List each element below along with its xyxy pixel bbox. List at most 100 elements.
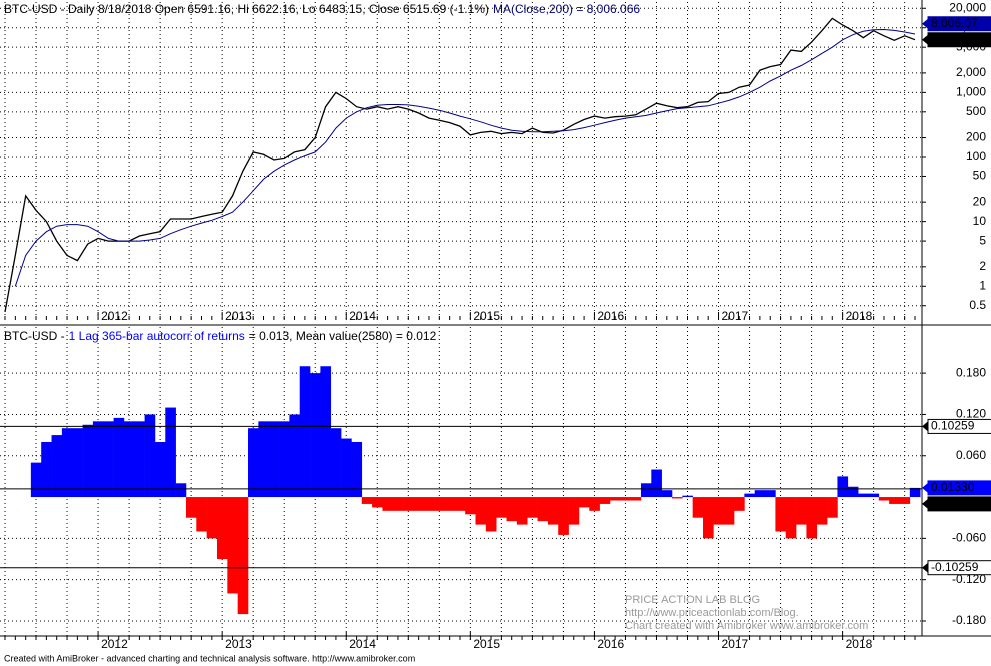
bar [754,490,766,498]
y-tick-label: -0.180 [952,613,986,627]
bar [537,497,549,522]
bar [279,421,290,498]
bar [206,497,218,539]
bar [765,490,776,498]
x-tick-label: 2016 [597,309,624,323]
bar [609,497,621,501]
value-label: 0.01330 [931,480,975,494]
bar [341,438,352,498]
bar [113,417,125,498]
bar [651,469,662,498]
x-tick-label: 2016 [597,637,624,651]
x-tick-label: 2017 [722,309,749,323]
bar [827,497,838,518]
value-label-pointer [922,562,928,573]
bar [806,497,818,539]
y-tick-label: 2 [979,259,986,273]
value-label: -0.10259 [931,560,979,574]
bar [785,497,797,539]
y-tick-label: 1,000 [956,85,986,99]
bar [227,497,238,594]
value-label-pointer [922,498,928,509]
bar [516,497,528,525]
bar [640,483,652,498]
bar [310,373,321,498]
bar [475,497,487,525]
bar [796,497,807,525]
title-value: = 0.013, Mean value(2580) = 0.012 [249,329,437,343]
bar [41,441,52,498]
bar [289,414,301,498]
bar [775,497,787,532]
bar [578,497,590,508]
line-series [4,17,916,313]
y-tick-label: 200 [966,130,986,144]
bar [734,497,745,511]
bar [465,497,476,515]
x-tick-label: 2018 [846,309,873,323]
y-tick-label: 500 [966,104,986,118]
bar [92,421,104,498]
bar [723,497,735,525]
bar [372,497,383,508]
y-tick-label: 5 [979,233,986,247]
bar [320,366,332,498]
watermark: http://www.priceactionlab.com/Blog. [625,607,799,619]
bar [889,497,900,504]
value-label-pointer [922,482,928,493]
line-series [14,28,916,287]
value-label-pointer [922,34,928,45]
bar [496,497,507,518]
bar [361,497,373,504]
bar [620,497,631,501]
bar [423,497,435,511]
x-tick-label: 2014 [349,309,376,323]
chart-title: BTC-USD - 1 Lag 365-bar autocorr of retur… [4,329,437,343]
ma-label: MA(Close,200) = 8,006.066 [493,2,640,16]
bar [103,421,114,498]
bar [30,462,42,498]
bar [165,407,176,498]
value-label: 6,515.69 [931,32,978,46]
bar [868,493,880,498]
bar [630,497,642,501]
bar [351,441,363,498]
bar [568,497,580,525]
y-tick-label: 50 [973,169,987,183]
bar [506,497,518,522]
bar [330,428,342,498]
bar [744,493,756,498]
bar [154,441,166,498]
bar [185,497,197,518]
value-label-pointer [922,18,928,29]
y-tick-label: 0.5 [969,298,986,312]
value-label: 0.01197 [931,496,974,510]
y-tick-label: -0.060 [952,531,986,545]
bar [816,497,828,525]
bar [847,486,859,498]
bar [299,366,311,498]
y-tick-label: 20 [973,194,987,208]
bar [589,497,600,511]
bar [444,497,456,511]
x-tick-label: 2014 [349,637,376,651]
bar [82,424,94,498]
x-tick-label: 2013 [225,637,252,651]
bar [392,497,404,511]
watermark: PRICE ACTION LAB BLOG [625,594,760,606]
bar [527,497,538,518]
x-tick-label: 2015 [473,637,500,651]
bar [858,493,869,498]
y-tick-label: 1 [979,278,986,292]
bar [692,497,704,518]
bar [144,414,156,498]
bar [558,497,569,535]
bar [899,497,911,504]
title: BTC-USD - Daily 8/18/2018 Open 6591.16, … [4,2,489,16]
x-tick-label: 2018 [846,637,873,651]
bar [837,476,849,498]
y-tick-label: 0.180 [956,365,986,379]
x-tick-label: 2017 [722,637,749,651]
y-tick-label: 100 [966,149,986,163]
